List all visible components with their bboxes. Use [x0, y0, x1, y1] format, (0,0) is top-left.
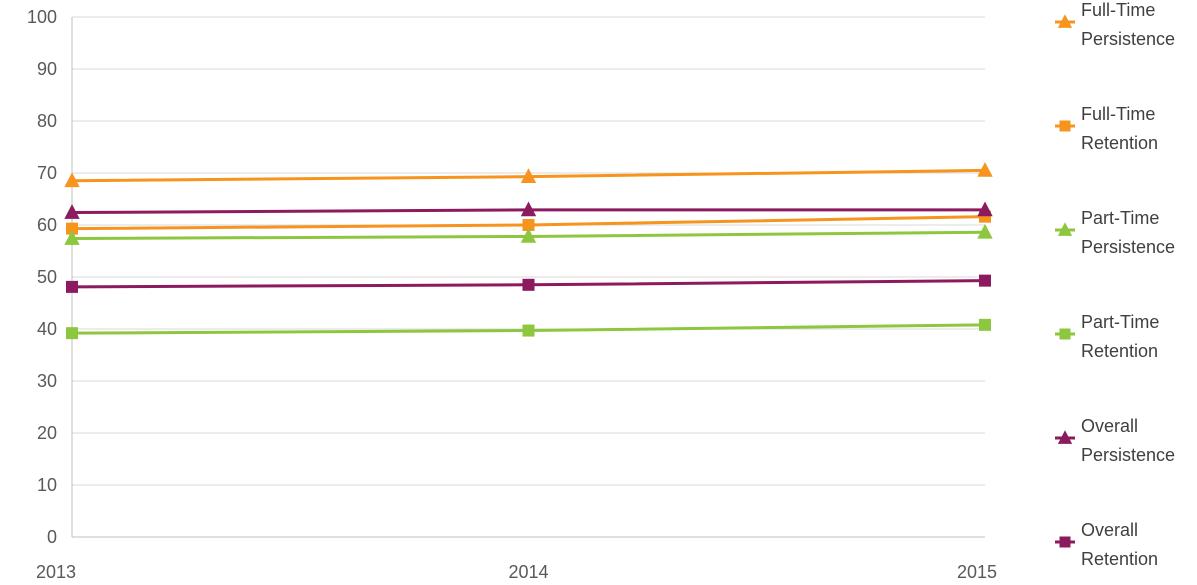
data-point	[64, 230, 80, 245]
y-tick-label: 30	[37, 371, 57, 391]
data-point	[520, 228, 537, 243]
data-point	[66, 222, 78, 235]
y-tick-label: 90	[37, 59, 57, 79]
gridlines	[72, 16, 985, 486]
legend-square-marker-icon	[1059, 328, 1071, 340]
series-overall-persistence	[64, 201, 993, 219]
data-point	[522, 278, 535, 291]
legend: Full-TimePersistenceFull-TimeRetentionPa…	[1055, 0, 1175, 569]
legend-label: Persistence	[1081, 29, 1175, 49]
y-tick-label: 20	[37, 423, 57, 443]
data-point	[66, 280, 78, 293]
x-tick-label: 2015	[957, 562, 997, 582]
y-tick-label: 100	[27, 7, 57, 27]
data-point	[979, 274, 991, 287]
y-tick-label: 70	[37, 163, 57, 183]
x-tick-label: 2013	[36, 562, 76, 582]
y-tick-label: 0	[47, 527, 57, 547]
data-point	[522, 219, 535, 231]
y-axis-tick-labels: 0 10 20 30 40 50 60 70 80 90 100	[27, 7, 57, 547]
data-point	[520, 168, 537, 183]
legend-label: Full-Time	[1081, 104, 1155, 124]
y-tick-label: 60	[37, 215, 57, 235]
legend-triangle-marker-icon	[1057, 14, 1073, 28]
y-tick-label: 80	[37, 111, 57, 131]
legend-label: Full-Time	[1081, 0, 1155, 20]
legend-label: Persistence	[1081, 445, 1175, 465]
legend-label: Retention	[1081, 549, 1158, 569]
legend-label: Overall	[1081, 520, 1138, 540]
series-lines	[64, 162, 993, 340]
legend-triangle-marker-icon	[1057, 222, 1073, 236]
x-axis-tick-labels: 2013 2014 2015	[36, 562, 997, 582]
y-tick-label: 50	[37, 267, 57, 287]
data-point	[520, 201, 537, 217]
legend-label: Part-Time	[1081, 312, 1159, 332]
data-point	[64, 204, 80, 219]
legend-item: Full-Time Retention	[1055, 104, 1158, 153]
legend-square-marker-icon	[1059, 120, 1071, 132]
legend-label: Persistence	[1081, 237, 1175, 257]
legend-item: Part-Time Persistence	[1055, 208, 1175, 257]
series-overall-retention	[66, 274, 991, 293]
legend-item: Overall Persistence	[1055, 416, 1175, 465]
y-tick-label: 40	[37, 319, 57, 339]
data-point	[64, 172, 80, 188]
legend-square-marker-icon	[1059, 536, 1071, 548]
legend-label: Overall	[1081, 416, 1138, 436]
legend-label: Part-Time	[1081, 208, 1159, 228]
data-point	[979, 318, 991, 331]
data-point	[977, 223, 993, 239]
y-tick-label: 10	[37, 475, 57, 495]
series-part-time-persistence	[64, 223, 993, 245]
legend-item: Overall Retention	[1055, 520, 1158, 569]
axes	[71, 17, 985, 538]
data-point	[977, 162, 993, 177]
legend-label: Retention	[1081, 133, 1158, 153]
data-point	[66, 327, 78, 340]
legend-triangle-marker-icon	[1057, 430, 1073, 444]
legend-label: Retention	[1081, 341, 1158, 361]
data-point	[522, 324, 535, 337]
series-full-time-persistence	[64, 162, 993, 188]
data-point	[977, 201, 993, 217]
series-part-time-retention	[66, 318, 991, 340]
legend-item: Full-Time Persistence	[1055, 0, 1175, 49]
legend-item: Part-Time Retention	[1055, 312, 1159, 361]
x-tick-label: 2014	[508, 562, 548, 582]
